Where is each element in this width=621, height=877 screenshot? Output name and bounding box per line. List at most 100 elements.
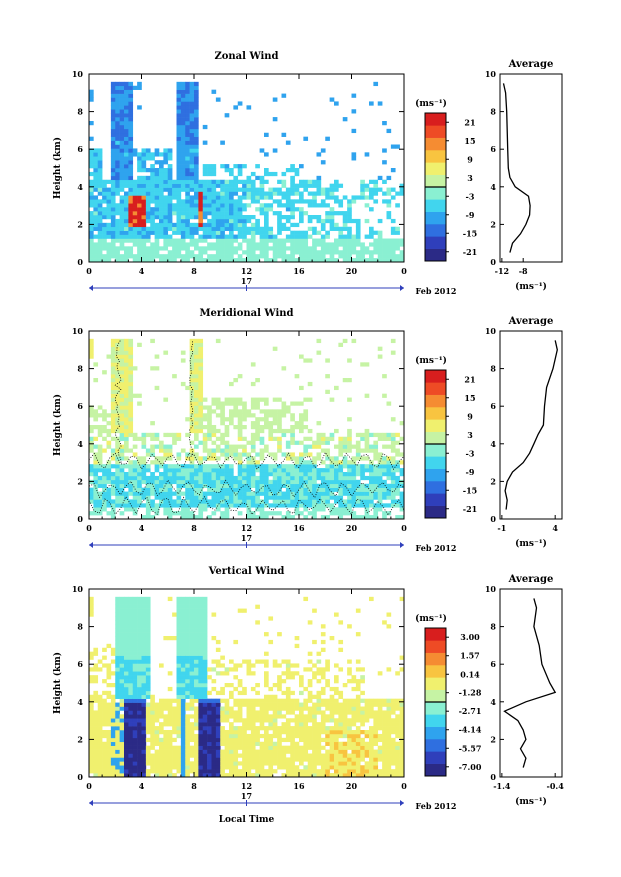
heatmap-cell [128,742,133,746]
heatmap-cell [255,620,260,624]
heatmap-cell [216,738,221,742]
heatmap-cell [203,164,208,168]
heatmap-cell [93,507,98,511]
heatmap-cell [229,172,234,176]
heatmap-cell [365,503,370,507]
heatmap-cell [317,188,322,192]
heatmap-cell [124,663,129,667]
heatmap-cell [177,223,182,227]
heatmap-cell [255,738,260,742]
heatmap-cell [190,129,195,133]
heatmap-cell [190,496,195,500]
heatmap-cell [163,195,168,199]
heatmap-cell [177,219,182,223]
heatmap-cell [225,250,230,254]
heatmap-cell [98,254,103,258]
heatmap-cell [299,746,304,750]
heatmap-cell [198,734,203,738]
heatmap-cell [172,192,177,196]
heatmap-cell [295,246,300,250]
heatmap-cell [207,417,212,421]
heatmap-cell [330,714,335,718]
heatmap-cell [159,726,164,730]
heatmap-cell [137,687,142,691]
heatmap-cell [115,464,120,468]
heatmap-cell [93,718,98,722]
heatmap-cell [190,86,195,90]
heatmap-cell [308,699,313,703]
heatmap-cell [115,503,120,507]
heatmap-cell [128,235,133,239]
heatmap-cell [229,250,234,254]
heatmap-cell [260,769,265,773]
heatmap-cell [198,413,203,417]
heatmap-cell [255,188,260,192]
heatmap-cell [229,168,234,172]
heatmap-cell [98,239,103,243]
heatmap-cell [220,769,225,773]
heatmap-cell [308,761,313,765]
heatmap-cell [233,250,238,254]
heatmap-cell [120,636,125,640]
heatmap-cell [181,492,186,496]
heatmap-cell [181,172,186,176]
heatmap-cell [163,718,168,722]
heatmap-cell [137,203,142,207]
heatmap-cell [107,180,112,184]
heatmap-cell [290,734,295,738]
heatmap-cell [172,503,177,507]
heatmap-cell [378,468,383,472]
heatmap-cell [177,769,182,773]
heatmap-cell [172,468,177,472]
heatmap-cell [146,754,151,758]
heatmap-cell [299,184,304,188]
heatmap-cell [128,351,133,355]
heatmap-cell [343,235,348,239]
heatmap-cell [238,734,243,738]
heatmap-cell [220,687,225,691]
heatmap-cell [142,738,147,742]
heatmap-cell [395,449,400,453]
heatmap-cell [185,452,190,456]
heatmap-cell [282,468,287,472]
heatmap-cell [286,203,291,207]
heatmap-cell [120,761,125,765]
heatmap-cell [212,433,217,437]
heatmap-cell [391,460,396,464]
heatmap-cell [216,750,221,754]
heatmap-cell [255,683,260,687]
heatmap-cell [177,176,182,180]
heatmap-cell [273,117,278,121]
heatmap-cell [325,757,330,761]
heatmap-cell [330,699,335,703]
heatmap-cell [308,769,313,773]
heatmap-cell [352,109,357,113]
heatmap-cell [212,726,217,730]
heatmap-cell [194,691,199,695]
heatmap-cell [382,199,387,203]
heatmap-cell [146,671,151,675]
heatmap-cell [277,231,282,235]
heatmap-cell [93,691,98,695]
heatmap-cell [198,699,203,703]
heatmap-cell [347,203,352,207]
heatmap-cell [107,468,112,472]
heatmap-cell [233,203,238,207]
heatmap-cell [107,742,112,746]
heatmap-cell [203,125,208,129]
heatmap-cell [198,405,203,409]
heatmap-cell [159,192,164,196]
heatmap-cell [251,441,256,445]
heatmap-cell [159,663,164,667]
heatmap-cell [268,511,273,515]
heatmap-cell [229,769,234,773]
heatmap-cell [260,425,265,429]
heatmap-cell [277,742,282,746]
heatmap-cell [155,366,160,370]
heatmap-cell [251,492,256,496]
heatmap-cell [247,476,252,480]
heatmap-cell [277,714,282,718]
heatmap-cell [111,754,116,758]
heatmap-cell [89,757,94,761]
heatmap-cell [194,246,199,250]
